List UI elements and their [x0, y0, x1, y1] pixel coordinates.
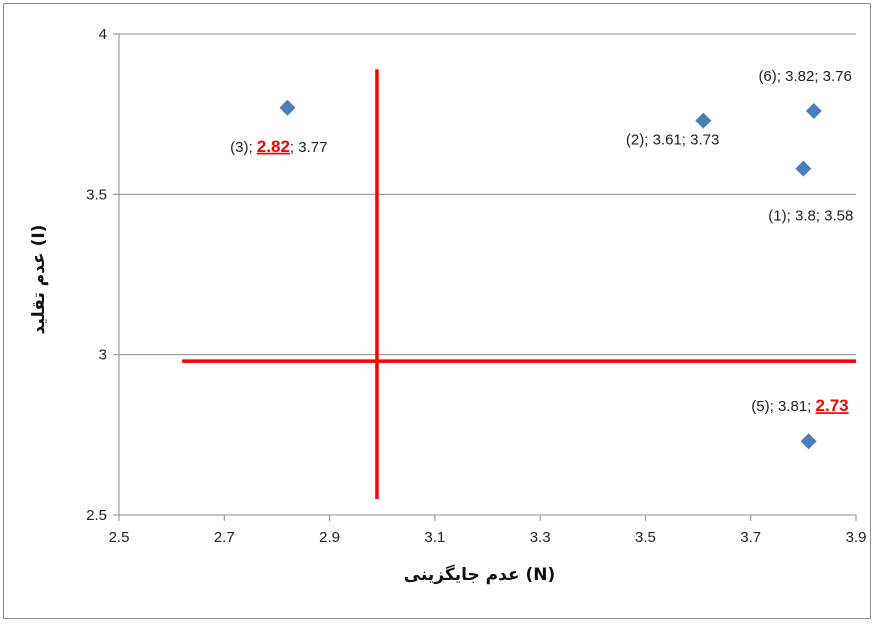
grid-layer [119, 33, 856, 516]
x-tick-label: 3.1 [424, 529, 445, 546]
y-tick-label: 3 [99, 347, 107, 364]
x-axis-title: عدم جایگزینی (N) [404, 564, 556, 585]
data-label-id: (1) [768, 208, 786, 225]
x-tick-label: 3.9 [846, 529, 867, 546]
y-tick-label: 2.5 [86, 507, 107, 524]
y-axis-title: عدم تقلید (I) [29, 225, 49, 335]
data-label: (2); 3.61; 3.73 [626, 132, 719, 149]
x-tick-label: 3.7 [740, 529, 761, 546]
x-tick-label: 2.5 [109, 529, 130, 546]
data-label-y: 3.73 [690, 132, 719, 149]
scatter-chart: 2.5 3 3.5 4 2.5 2.7 2.9 3.1 3.3 3.5 3.7 3.9 (1); 3.… [29, 26, 866, 585]
data-labels: (1); 3.8; 3.58 (2); 3.61; 3.73 (3); 2.82; … [230, 68, 853, 415]
data-label-x: 3.81 [778, 398, 807, 415]
data-point-marker [805, 102, 822, 119]
data-label-x: 3.8 [795, 208, 816, 225]
data-label-y: 3.58 [824, 208, 853, 225]
x-tick-label: 3.5 [635, 529, 656, 546]
data-point-marker [800, 433, 817, 450]
chart-frame: 2.5 3 3.5 4 2.5 2.7 2.9 3.1 3.3 3.5 3.7 3.9 (1); 3.… [3, 3, 871, 619]
data-label-id: (5) [751, 398, 769, 415]
reference-lines [182, 69, 856, 499]
data-point-marker [279, 99, 296, 116]
axis-layer: 2.5 3 3.5 4 2.5 2.7 2.9 3.1 3.3 3.5 3.7 3.9 [86, 26, 866, 546]
data-label-y: 2.73 [816, 396, 849, 415]
data-label-id: (6) [758, 68, 776, 85]
data-label: (5); 3.81; 2.73 [751, 396, 848, 415]
data-label-id: (2) [626, 132, 644, 149]
y-tick-label: 3.5 [86, 186, 107, 203]
data-point-marker [695, 112, 712, 129]
data-label-y: 3.77 [298, 139, 327, 156]
x-tick-label: 2.9 [319, 529, 340, 546]
data-label: (3); 2.82; 3.77 [230, 137, 327, 156]
data-label-x: 3.61 [653, 132, 682, 149]
data-point-marker [795, 160, 812, 177]
x-tick-label: 2.7 [214, 529, 235, 546]
data-label-x: 3.82 [785, 68, 814, 85]
data-label-y: 3.76 [823, 68, 852, 85]
data-label-id: (3) [230, 139, 248, 156]
y-tick-label: 4 [99, 26, 107, 43]
x-tick-label: 3.3 [530, 529, 551, 546]
data-points [279, 99, 822, 450]
data-label: (1); 3.8; 3.58 [768, 208, 853, 225]
data-label: (6); 3.82; 3.76 [758, 68, 851, 85]
data-label-x: 2.82 [257, 137, 290, 156]
